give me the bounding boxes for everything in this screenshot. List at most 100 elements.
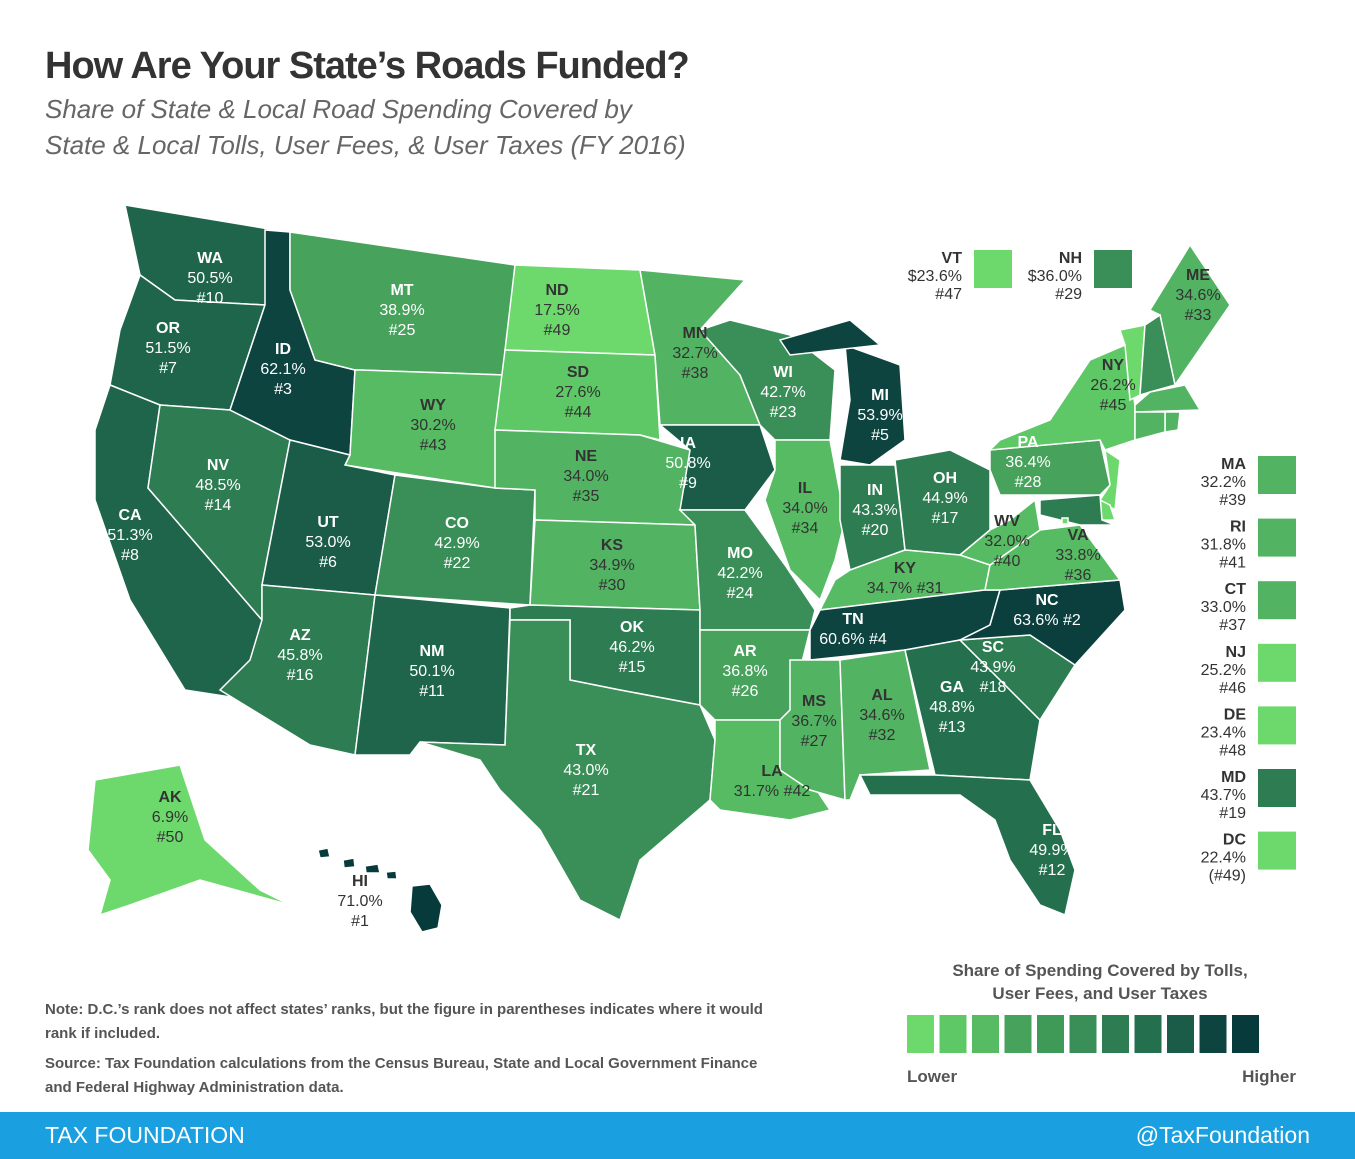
state-abbr: LA bbox=[761, 763, 783, 780]
state-abbr: WI bbox=[773, 364, 793, 381]
state-rank: #14 bbox=[205, 497, 232, 514]
small-state-abbr: MA bbox=[1221, 456, 1246, 473]
notes: Note: D.C.’s rank does not affect states… bbox=[45, 998, 785, 1106]
small-state-rank: #41 bbox=[1219, 555, 1246, 572]
small-state-swatch bbox=[974, 250, 1012, 288]
state-abbr: MS bbox=[802, 693, 826, 710]
state-rank: #7 bbox=[159, 360, 177, 377]
legend-swatch bbox=[1134, 1015, 1162, 1053]
legend-swatch bbox=[907, 1015, 934, 1053]
state-abbr: CO bbox=[445, 515, 469, 532]
state-abbr: CA bbox=[118, 507, 142, 524]
state-value: 43.3% bbox=[852, 502, 897, 519]
state-rank: #2 bbox=[1063, 612, 1081, 629]
legend-swatch bbox=[1037, 1015, 1064, 1053]
state-shape bbox=[764, 439, 846, 602]
state-rank: #40 bbox=[994, 553, 1021, 570]
state-rank: #1 bbox=[351, 913, 369, 930]
state-rank: #33 bbox=[1185, 307, 1212, 324]
state-rank: #17 bbox=[932, 510, 959, 527]
small-state-abbr: CT bbox=[1225, 581, 1247, 598]
state-value: 50.8% bbox=[665, 455, 710, 472]
state-rank: #18 bbox=[980, 679, 1007, 696]
state-abbr: OR bbox=[156, 320, 180, 337]
legend-swatch bbox=[1232, 1015, 1259, 1053]
state-rank: #20 bbox=[862, 522, 889, 539]
legend-swatch bbox=[1167, 1015, 1194, 1053]
state-shape bbox=[504, 264, 656, 356]
state-value: 53.0% bbox=[305, 534, 350, 551]
small-state-swatch bbox=[1258, 831, 1296, 870]
legend-swatch bbox=[939, 1015, 967, 1053]
state-abbr: WA bbox=[197, 250, 223, 267]
state-value: 48.5% bbox=[195, 477, 240, 494]
state-value: 53.9% bbox=[857, 407, 902, 424]
small-state-rank: (#49) bbox=[1209, 868, 1246, 885]
state-shape bbox=[409, 883, 443, 933]
state-abbr: SD bbox=[567, 364, 589, 381]
state-abbr: AR bbox=[733, 643, 757, 660]
state-abbr: KY bbox=[894, 560, 917, 577]
state-value: 17.5% bbox=[534, 302, 579, 319]
state-rank: #26 bbox=[732, 683, 759, 700]
state-value: 31.7% bbox=[734, 783, 779, 800]
state-rank: #36 bbox=[1065, 567, 1092, 584]
state-value: 34.6% bbox=[1175, 287, 1220, 304]
state-rank: #9 bbox=[679, 475, 697, 492]
state-abbr: IA bbox=[680, 435, 696, 452]
state-abbr: TX bbox=[576, 742, 597, 759]
legend-swatch bbox=[1069, 1015, 1097, 1053]
state-shape bbox=[1148, 243, 1231, 387]
state-rank: #45 bbox=[1100, 397, 1127, 414]
state-abbr: MI bbox=[871, 387, 889, 404]
state-rank: #12 bbox=[1039, 862, 1066, 879]
state-abbr: NY bbox=[1102, 357, 1125, 374]
footer-bar bbox=[0, 1112, 1355, 1159]
state-shape bbox=[385, 870, 398, 880]
small-state-value: 33.0% bbox=[1201, 599, 1246, 616]
small-state-value: 25.2% bbox=[1201, 662, 1246, 679]
small-state-value: 22.4% bbox=[1201, 850, 1246, 867]
small-state-value: 31.8% bbox=[1201, 537, 1246, 554]
small-state-abbr: DC bbox=[1223, 832, 1247, 849]
state-value: 43.0% bbox=[563, 762, 608, 779]
state-value: 48.8% bbox=[929, 699, 974, 716]
state-abbr: MO bbox=[727, 545, 753, 562]
source: Source: Tax Foundation calculations from… bbox=[45, 1055, 758, 1096]
state-abbr: NE bbox=[575, 448, 598, 465]
state-value: 38.9% bbox=[379, 302, 424, 319]
state-abbr: IN bbox=[867, 482, 883, 499]
small-state-value: 23.4% bbox=[1201, 724, 1246, 741]
state-value: 51.5% bbox=[145, 340, 190, 357]
state-abbr: KS bbox=[601, 537, 624, 554]
state-rank: #6 bbox=[319, 554, 337, 571]
state-shape bbox=[958, 498, 1041, 566]
state-value: 34.0% bbox=[563, 468, 608, 485]
legend-swatch bbox=[1004, 1015, 1032, 1053]
legend-title: Share of Spending Covered by Tolls, bbox=[952, 961, 1247, 980]
state-abbr: IL bbox=[798, 480, 812, 497]
state-rank: #8 bbox=[121, 547, 139, 564]
state-abbr: NM bbox=[420, 643, 445, 660]
small-state-abbr: NJ bbox=[1226, 644, 1246, 661]
small-state-rank: #29 bbox=[1055, 286, 1082, 303]
small-state-rank: #37 bbox=[1219, 617, 1246, 634]
state-rank: #13 bbox=[939, 719, 966, 736]
state-abbr: FL bbox=[1042, 822, 1062, 839]
state-value: 50.5% bbox=[187, 270, 232, 287]
state-abbr: ND bbox=[545, 282, 568, 299]
state-value: 46.2% bbox=[609, 639, 654, 656]
state-abbr: HI bbox=[352, 873, 368, 890]
state-value-rank: 31.7% #42 bbox=[734, 783, 811, 800]
state-value-rank: 63.6% #2 bbox=[1013, 612, 1081, 629]
small-state-rank: #19 bbox=[1219, 805, 1246, 822]
state-value: 45.8% bbox=[277, 647, 322, 664]
state-rank: #38 bbox=[682, 365, 709, 382]
state-rank: #27 bbox=[801, 733, 828, 750]
state-value-rank: 60.6% #4 bbox=[819, 631, 887, 648]
footer-handle: @TaxFoundation bbox=[1136, 1122, 1310, 1148]
small-state-abbr: RI bbox=[1230, 519, 1246, 536]
state-abbr: PA bbox=[1017, 434, 1038, 451]
small-state-value: 43.7% bbox=[1201, 787, 1246, 804]
